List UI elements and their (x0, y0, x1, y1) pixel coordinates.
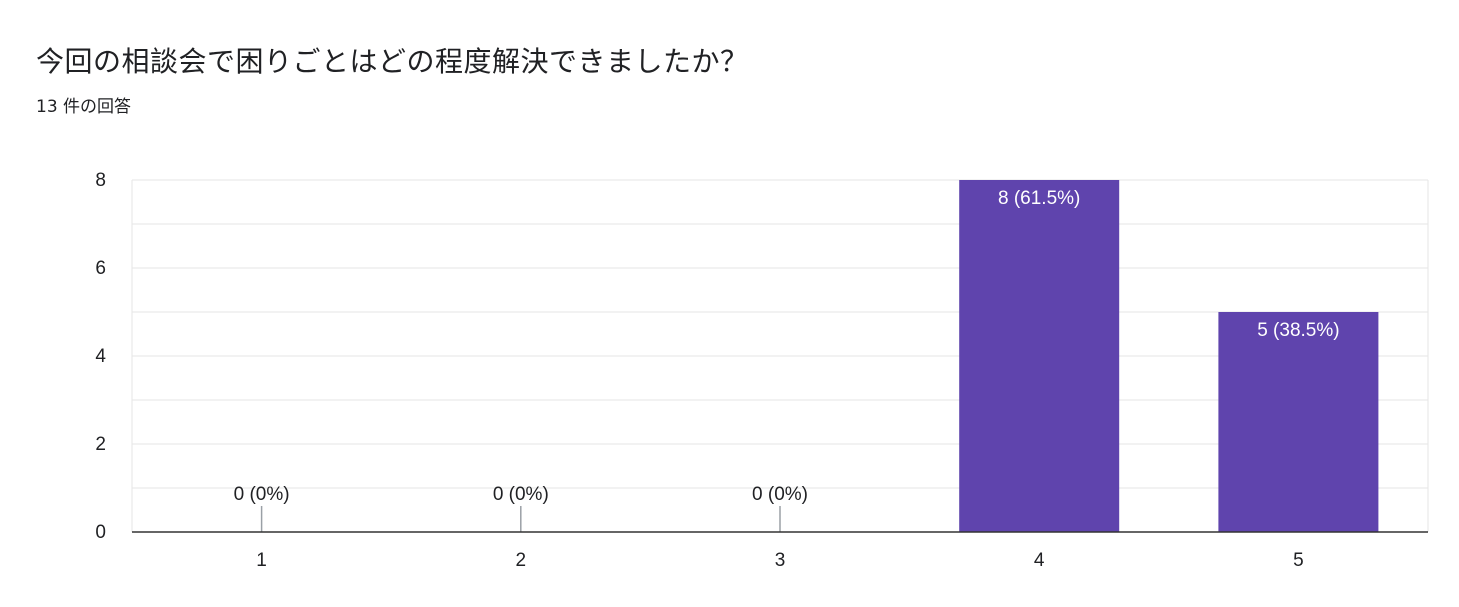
response-count: 13 件の回答 (36, 97, 132, 117)
y-tick-label: 4 (95, 346, 106, 367)
x-tick-label: 4 (1034, 550, 1045, 571)
bar-data-label: 0 (0%) (234, 484, 290, 505)
x-tick-label: 3 (775, 550, 786, 571)
y-tick-label: 2 (95, 434, 106, 455)
x-tick-label: 5 (1293, 550, 1304, 571)
y-tick-label: 6 (95, 258, 106, 279)
y-tick-label: 8 (95, 170, 106, 191)
bar (959, 180, 1120, 532)
x-tick-label: 2 (516, 550, 527, 571)
bar (1218, 312, 1379, 532)
question-title: 今回の相談会で困りごとはどの程度解決できましたか？ (36, 45, 749, 78)
y-tick-label: 0 (95, 522, 106, 543)
bar-data-label: 0 (0%) (493, 484, 549, 505)
bar-data-label: 8 (61.5%) (998, 188, 1080, 209)
bar-data-label: 0 (0%) (752, 484, 808, 505)
x-tick-label: 1 (256, 550, 267, 571)
bar-data-label: 5 (38.5%) (1257, 320, 1339, 341)
